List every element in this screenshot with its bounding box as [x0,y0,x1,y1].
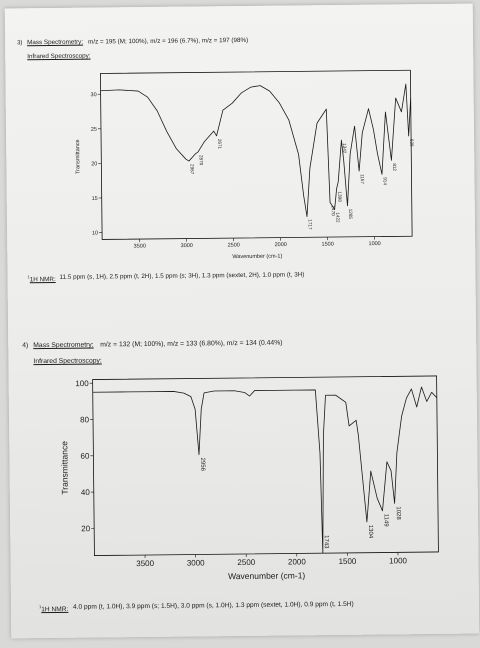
spectrum-4-x-tick-label: 1000 [389,556,407,565]
spectrum-4-x-tick-label: 3000 [187,558,205,567]
spectrum-4-peak-label: 1149 [383,514,389,528]
problem-4-nmr-label-text: 1H NMR: [41,606,68,613]
spectrum-4-y-tick-label: 100 [75,379,89,388]
spectrum-4-y-tick-label: 20 [81,524,91,533]
document-page: 3) Mass Spectrometry: m/z = 195 (M; 100%… [5,4,480,639]
ir-spectrum-4: 3500 3000 2500 2000 1500 1000 20 40 60 80 100 Waven… [5,4,480,648]
spectrum-4-spectrum-line [93,387,439,556]
spectrum-4-x-tick-label: 2000 [288,557,306,566]
problem-4-nmr-label: 11H NMR: [39,604,68,613]
spectrum-4-x-tick-label: 1500 [339,557,357,566]
spectrum-4-peak-label: 1028 [395,506,401,520]
spectrum-4-peak-label: 2956 [199,458,205,472]
spectrum-4-x-tick-label: 2500 [237,558,255,567]
spectrum-4-y-tick-label: 60 [80,452,90,461]
spectrum-4-y-tick-label: 40 [81,488,91,497]
spectrum-4-y-axis-label: Transmittance [59,441,70,495]
spectrum-4-y-tick-label: 80 [80,415,90,424]
spectrum-4-peak-label: 1304 [367,525,373,539]
spectrum-4-x-tick-label: 3500 [136,559,154,568]
spectrum-4-x-axis-label: Wavenumber (cm-1) [228,570,305,581]
spectrum-4-peak-label: 1743 [323,535,329,549]
